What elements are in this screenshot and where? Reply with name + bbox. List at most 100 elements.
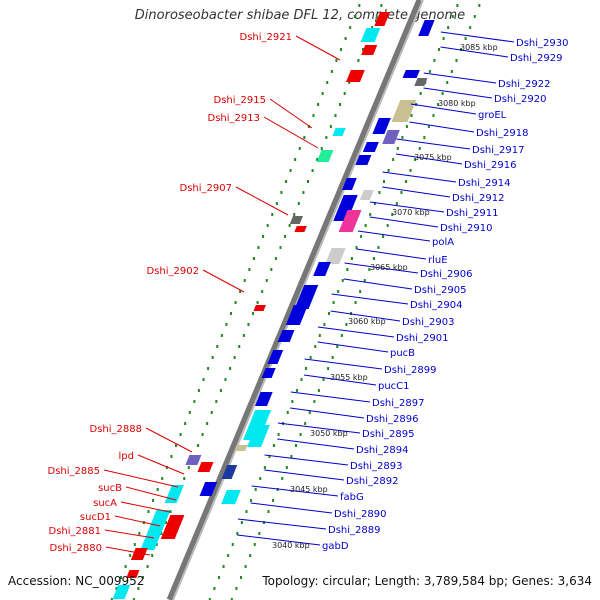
- leader-line: [356, 248, 427, 260]
- tick-dot: [410, 114, 413, 117]
- right-gene-label[interactable]: Dshi_2889: [328, 525, 380, 536]
- gene-feature[interactable]: [197, 462, 214, 472]
- right-gene-label[interactable]: Dshi_2914: [458, 178, 510, 189]
- gene-feature[interactable]: [372, 118, 391, 134]
- gene-feature[interactable]: [253, 305, 266, 311]
- gene-feature[interactable]: [332, 128, 346, 136]
- right-gene-label[interactable]: pucC1: [378, 381, 410, 392]
- right-gene-label[interactable]: pucB: [390, 348, 415, 359]
- right-gene-label[interactable]: gabD: [322, 541, 349, 552]
- tick-dot: [317, 103, 320, 106]
- gene-feature[interactable]: [313, 262, 331, 276]
- left-gene-label[interactable]: sucB: [98, 483, 122, 494]
- left-gene-label[interactable]: sucA: [93, 498, 117, 509]
- gene-feature[interactable]: [221, 465, 238, 479]
- gene-feature[interactable]: [160, 515, 185, 539]
- gene-feature[interactable]: [359, 190, 374, 200]
- right-gene-label[interactable]: Dshi_2899: [384, 365, 436, 376]
- gene-feature[interactable]: [221, 490, 241, 504]
- left-gene-label[interactable]: Dshi_2885: [48, 466, 100, 477]
- right-gene-label[interactable]: Dshi_2890: [334, 509, 386, 520]
- tick-dot: [256, 301, 259, 304]
- right-gene-label[interactable]: Dshi_2905: [414, 285, 466, 296]
- right-gene-label[interactable]: Dshi_2929: [510, 53, 562, 64]
- gene-feature[interactable]: [382, 130, 400, 144]
- gene-feature[interactable]: [341, 178, 357, 190]
- gene-feature[interactable]: [126, 570, 140, 578]
- gene-feature[interactable]: [338, 210, 362, 232]
- right-gene-label[interactable]: Dshi_2894: [356, 445, 408, 456]
- gene-feature[interactable]: [360, 28, 381, 42]
- tick-dot: [236, 532, 239, 535]
- gene-feature[interactable]: [325, 248, 346, 264]
- gene-feature[interactable]: [261, 368, 276, 378]
- right-gene-label[interactable]: Dshi_2910: [440, 223, 492, 234]
- tick-dot: [313, 400, 316, 403]
- gene-feature[interactable]: [418, 20, 435, 36]
- tick-dot: [129, 554, 132, 557]
- gene-feature[interactable]: [374, 12, 390, 26]
- right-gene-label[interactable]: fabG: [340, 492, 364, 503]
- gene-feature[interactable]: [255, 392, 273, 406]
- gene-feature[interactable]: [112, 585, 131, 599]
- right-gene-label[interactable]: Dshi_2895: [362, 429, 414, 440]
- tick-dot: [464, 37, 467, 40]
- right-gene-label[interactable]: groEL: [478, 110, 507, 121]
- gene-feature[interactable]: [345, 70, 365, 82]
- right-gene-label[interactable]: Dshi_2904: [410, 300, 462, 311]
- gene-feature[interactable]: [247, 425, 270, 447]
- gene-feature[interactable]: [362, 142, 379, 152]
- right-gene-label[interactable]: Dshi_2897: [372, 398, 424, 409]
- gene-feature[interactable]: [316, 150, 334, 162]
- left-gene-label[interactable]: Dshi_2915: [214, 95, 266, 106]
- gene-feature[interactable]: [199, 482, 218, 496]
- right-gene-label[interactable]: Dshi_2916: [464, 160, 516, 171]
- gene-feature[interactable]: [289, 216, 303, 224]
- right-gene-label[interactable]: Dshi_2920: [494, 94, 546, 105]
- gene-feature[interactable]: [140, 510, 171, 550]
- right-gene-label[interactable]: Dshi_2912: [452, 193, 504, 204]
- left-gene-label[interactable]: Dshi_2913: [208, 113, 260, 124]
- tick-dot: [314, 345, 317, 348]
- gene-feature[interactable]: [130, 548, 148, 560]
- right-gene-label[interactable]: Dshi_2903: [402, 317, 454, 328]
- gene-feature[interactable]: [235, 445, 248, 451]
- gene-feature[interactable]: [391, 100, 417, 122]
- right-gene-label[interactable]: Dshi_2893: [350, 461, 402, 472]
- left-gene-label[interactable]: Dshi_2921: [240, 32, 292, 43]
- left-gene-label[interactable]: sucD1: [80, 512, 111, 523]
- left-gene-label[interactable]: Dshi_2902: [147, 266, 199, 277]
- right-gene-label[interactable]: Dshi_2918: [476, 128, 528, 139]
- gene-feature[interactable]: [294, 285, 319, 309]
- left-gene-label[interactable]: Dshi_2880: [50, 543, 102, 554]
- gene-feature[interactable]: [361, 45, 378, 55]
- kbp-tick-label: 3085 kbp: [460, 43, 498, 52]
- right-gene-label[interactable]: polA: [432, 237, 454, 248]
- gene-feature[interactable]: [402, 70, 420, 78]
- right-gene-label[interactable]: Dshi_2911: [446, 208, 498, 219]
- genome-backbone-highlight: [172, 0, 424, 600]
- gene-feature[interactable]: [414, 78, 428, 86]
- right-gene-label[interactable]: Dshi_2917: [472, 145, 524, 156]
- left-gene-label[interactable]: Dshi_2888: [90, 424, 142, 435]
- right-gene-label[interactable]: Dshi_2892: [346, 476, 398, 487]
- left-gene-label[interactable]: lpd: [119, 451, 134, 462]
- gene-feature[interactable]: [185, 455, 202, 465]
- tick-dot: [243, 279, 246, 282]
- tick-dot: [456, 4, 459, 7]
- left-gene-label[interactable]: Dshi_2907: [180, 183, 232, 194]
- gene-feature[interactable]: [333, 195, 358, 221]
- right-gene-label[interactable]: Dshi_2906: [420, 269, 472, 280]
- right-gene-label[interactable]: Dshi_2922: [498, 79, 550, 90]
- right-gene-label[interactable]: Dshi_2930: [516, 38, 568, 49]
- gene-feature[interactable]: [355, 155, 372, 165]
- gene-feature[interactable]: [294, 226, 307, 232]
- right-gene-label[interactable]: rluE: [428, 255, 448, 266]
- gene-feature[interactable]: [285, 305, 308, 325]
- right-gene-label[interactable]: Dshi_2901: [396, 333, 448, 344]
- left-gene-label[interactable]: Dshi_2881: [49, 526, 101, 537]
- gene-feature[interactable]: [267, 350, 284, 364]
- right-gene-label[interactable]: Dshi_2896: [366, 414, 418, 425]
- gene-feature[interactable]: [164, 485, 184, 503]
- gene-feature[interactable]: [277, 330, 295, 342]
